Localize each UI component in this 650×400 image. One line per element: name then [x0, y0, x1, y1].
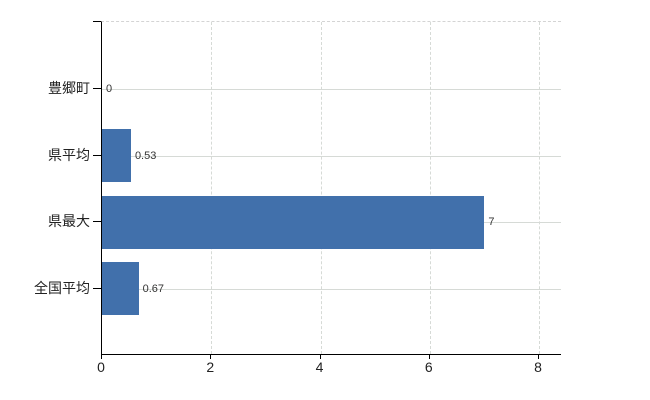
- plot-area: 0 0.53 7 0.67: [101, 21, 561, 355]
- horizontal-gridline: [102, 89, 561, 90]
- x-axis-tick-label: 4: [315, 359, 324, 375]
- y-axis-tick: [93, 88, 101, 89]
- bar-県平均: [102, 129, 131, 182]
- x-axis-tick: [319, 354, 321, 359]
- category-label-全国平均: 全国平均: [34, 279, 90, 296]
- x-axis-tick: [538, 354, 539, 359]
- x-axis-tick-label: 6: [424, 359, 433, 375]
- vertical-gridline: [320, 22, 322, 354]
- value-label: 0.67: [142, 282, 165, 295]
- bar-全国平均: [102, 262, 139, 315]
- x-axis-tick: [210, 354, 212, 359]
- category-label-県最大: 県最大: [48, 213, 90, 229]
- horizontal-gridline: [102, 288, 561, 290]
- x-axis-tick-label: 2: [206, 359, 215, 375]
- value-label: 0.53: [134, 149, 157, 162]
- y-axis-tick: [93, 221, 101, 222]
- x-axis-tick: [428, 354, 430, 359]
- horizontal-gridline: [102, 155, 561, 157]
- x-axis-tick: [101, 354, 102, 359]
- category-label-豊郷町: 豊郷町: [48, 80, 90, 96]
- category-label-県平均: 県平均: [48, 146, 90, 163]
- bar-県最大: [102, 195, 485, 249]
- y-axis-tick: [93, 154, 101, 156]
- x-axis-tick-label: 0: [97, 359, 105, 375]
- y-axis-tick: [93, 21, 101, 22]
- value-label: 0: [106, 83, 113, 95]
- vertical-gridline: [429, 22, 431, 354]
- vertical-gridline: [539, 22, 540, 354]
- y-axis-tick: [93, 287, 101, 289]
- vertical-gridline: [211, 22, 213, 354]
- x-axis-tick-label: 8: [534, 359, 542, 375]
- value-label: 7: [488, 216, 495, 228]
